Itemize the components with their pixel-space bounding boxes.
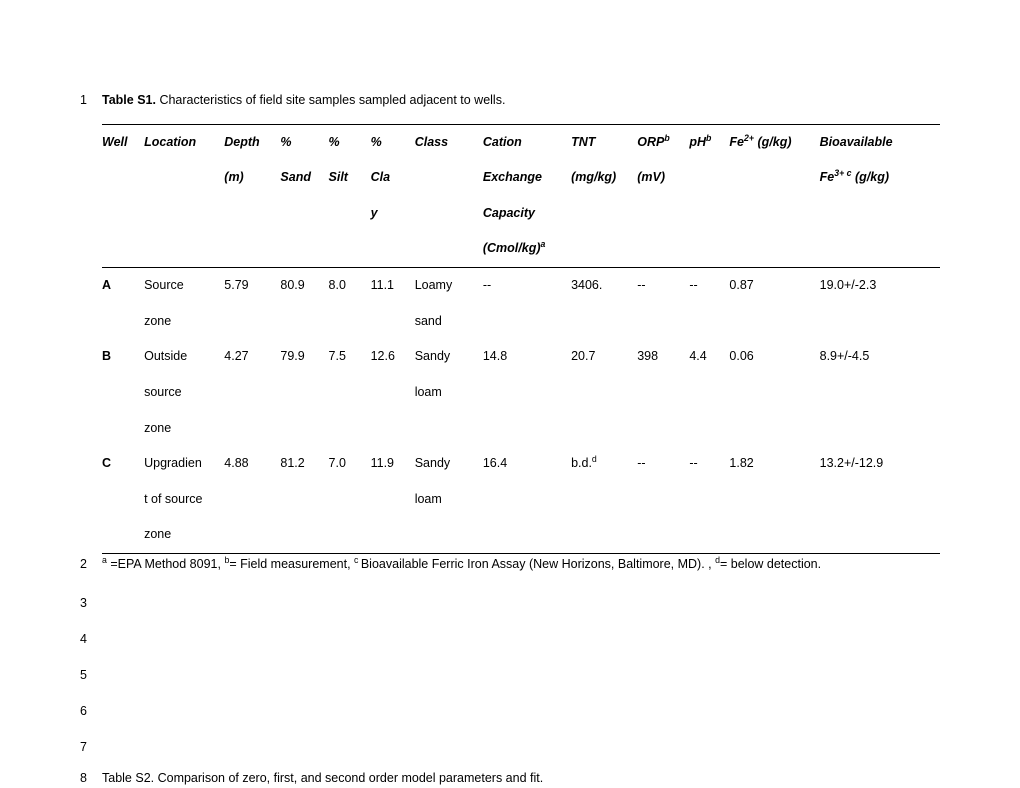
blank-line: 4 [80,622,940,658]
cell-sand: 81.2 [280,446,328,553]
cell-fe3: 19.0+/-2.3 [820,268,940,340]
cell-orp: -- [637,446,689,553]
line-number: 7 [80,741,102,754]
cell-depth: 4.88 [224,446,280,553]
cell-fe2: 0.87 [729,268,819,340]
cell-silt: 7.0 [329,446,371,553]
cell-loc: Sourcezone [144,268,224,340]
table-row: C Upgradient of sourcezone 4.88 81.2 7.0… [102,446,940,553]
footnote-body: a =EPA Method 8091, b= Field measurement… [102,556,940,574]
cell-cec: 14.8 [483,339,571,446]
caption2-body: Table S2. Comparison of zero, first, and… [102,770,940,788]
th-orp: ORPb(mV) [637,124,689,268]
table-row-wrapper: Well Location Depth(m) %Sand %Silt %Clay… [80,124,940,555]
line-number: 3 [80,597,102,610]
line-number: 8 [80,770,102,788]
th-ph: pHb [689,124,729,268]
cell-cec: 16.4 [483,446,571,553]
th-class: Class [415,124,483,268]
table-row: A Sourcezone 5.79 80.9 8.0 11.1 Loamysan… [102,268,940,340]
line-number: 4 [80,633,102,646]
page: 1 Table S1. Characteristics of field sit… [0,0,1020,787]
caption2-row: 8 Table S2. Comparison of zero, first, a… [80,770,940,788]
cell-well: C [102,446,144,553]
cell-class: Sandyloam [415,339,483,446]
cell-sand: 80.9 [280,268,328,340]
cell-tnt: 20.7 [571,339,637,446]
footnote-row: 2 a =EPA Method 8091, b= Field measureme… [80,556,940,574]
cell-silt: 8.0 [329,268,371,340]
cell-fe2: 1.82 [729,446,819,553]
cell-clay: 11.9 [371,446,415,553]
cell-sand: 79.9 [280,339,328,446]
blank-line: 7 [80,730,940,766]
blank-line: 5 [80,658,940,694]
th-location: Location [144,124,224,268]
caption-label: Table S1. [102,93,156,107]
th-fe2: Fe2+ (g/kg) [729,124,819,268]
cell-depth: 5.79 [224,268,280,340]
cell-clay: 11.1 [371,268,415,340]
cell-loc: Outsidesourcezone [144,339,224,446]
blank-line: 3 [80,586,940,622]
data-table: Well Location Depth(m) %Sand %Silt %Clay… [102,124,940,555]
cell-well: B [102,339,144,446]
caption-body: Table S1. Characteristics of field site … [102,92,940,110]
cell-ph: -- [689,446,729,553]
cell-class: Loamysand [415,268,483,340]
line-number: 6 [80,705,102,718]
spacer-lines: 3 4 5 6 7 [80,586,940,766]
line-number: 2 [80,556,102,574]
cell-fe3: 13.2+/-12.9 [820,446,940,553]
cell-orp: 398 [637,339,689,446]
th-tnt: TNT(mg/kg) [571,124,637,268]
th-cec: CationExchangeCapacity(Cmol/kg)a [483,124,571,268]
cell-orp: -- [637,268,689,340]
cell-loc: Upgradient of sourcezone [144,446,224,553]
th-depth: Depth(m) [224,124,280,268]
cell-tnt: b.d.d [571,446,637,553]
cell-class: Sandyloam [415,446,483,553]
line-number: 5 [80,669,102,682]
cell-clay: 12.6 [371,339,415,446]
table-body: Well Location Depth(m) %Sand %Silt %Clay… [102,124,940,555]
cell-cec: -- [483,268,571,340]
cell-tnt: 3406. [571,268,637,340]
cell-silt: 7.5 [329,339,371,446]
table-row: B Outsidesourcezone 4.27 79.9 7.5 12.6 S… [102,339,940,446]
th-fe3: BioavailableFe3+ c (g/kg) [820,124,940,268]
line-number: 1 [80,92,102,110]
cell-depth: 4.27 [224,339,280,446]
th-silt: %Silt [329,124,371,268]
cell-ph: -- [689,268,729,340]
cell-well: A [102,268,144,340]
cell-fe2: 0.06 [729,339,819,446]
caption-text: Characteristics of field site samples sa… [156,93,505,107]
cell-fe3: 8.9+/-4.5 [820,339,940,446]
th-well: Well [102,124,144,268]
blank-line: 6 [80,694,940,730]
cell-ph: 4.4 [689,339,729,446]
th-sand: %Sand [280,124,328,268]
caption-row: 1 Table S1. Characteristics of field sit… [80,92,940,110]
th-clay: %Clay [371,124,415,268]
